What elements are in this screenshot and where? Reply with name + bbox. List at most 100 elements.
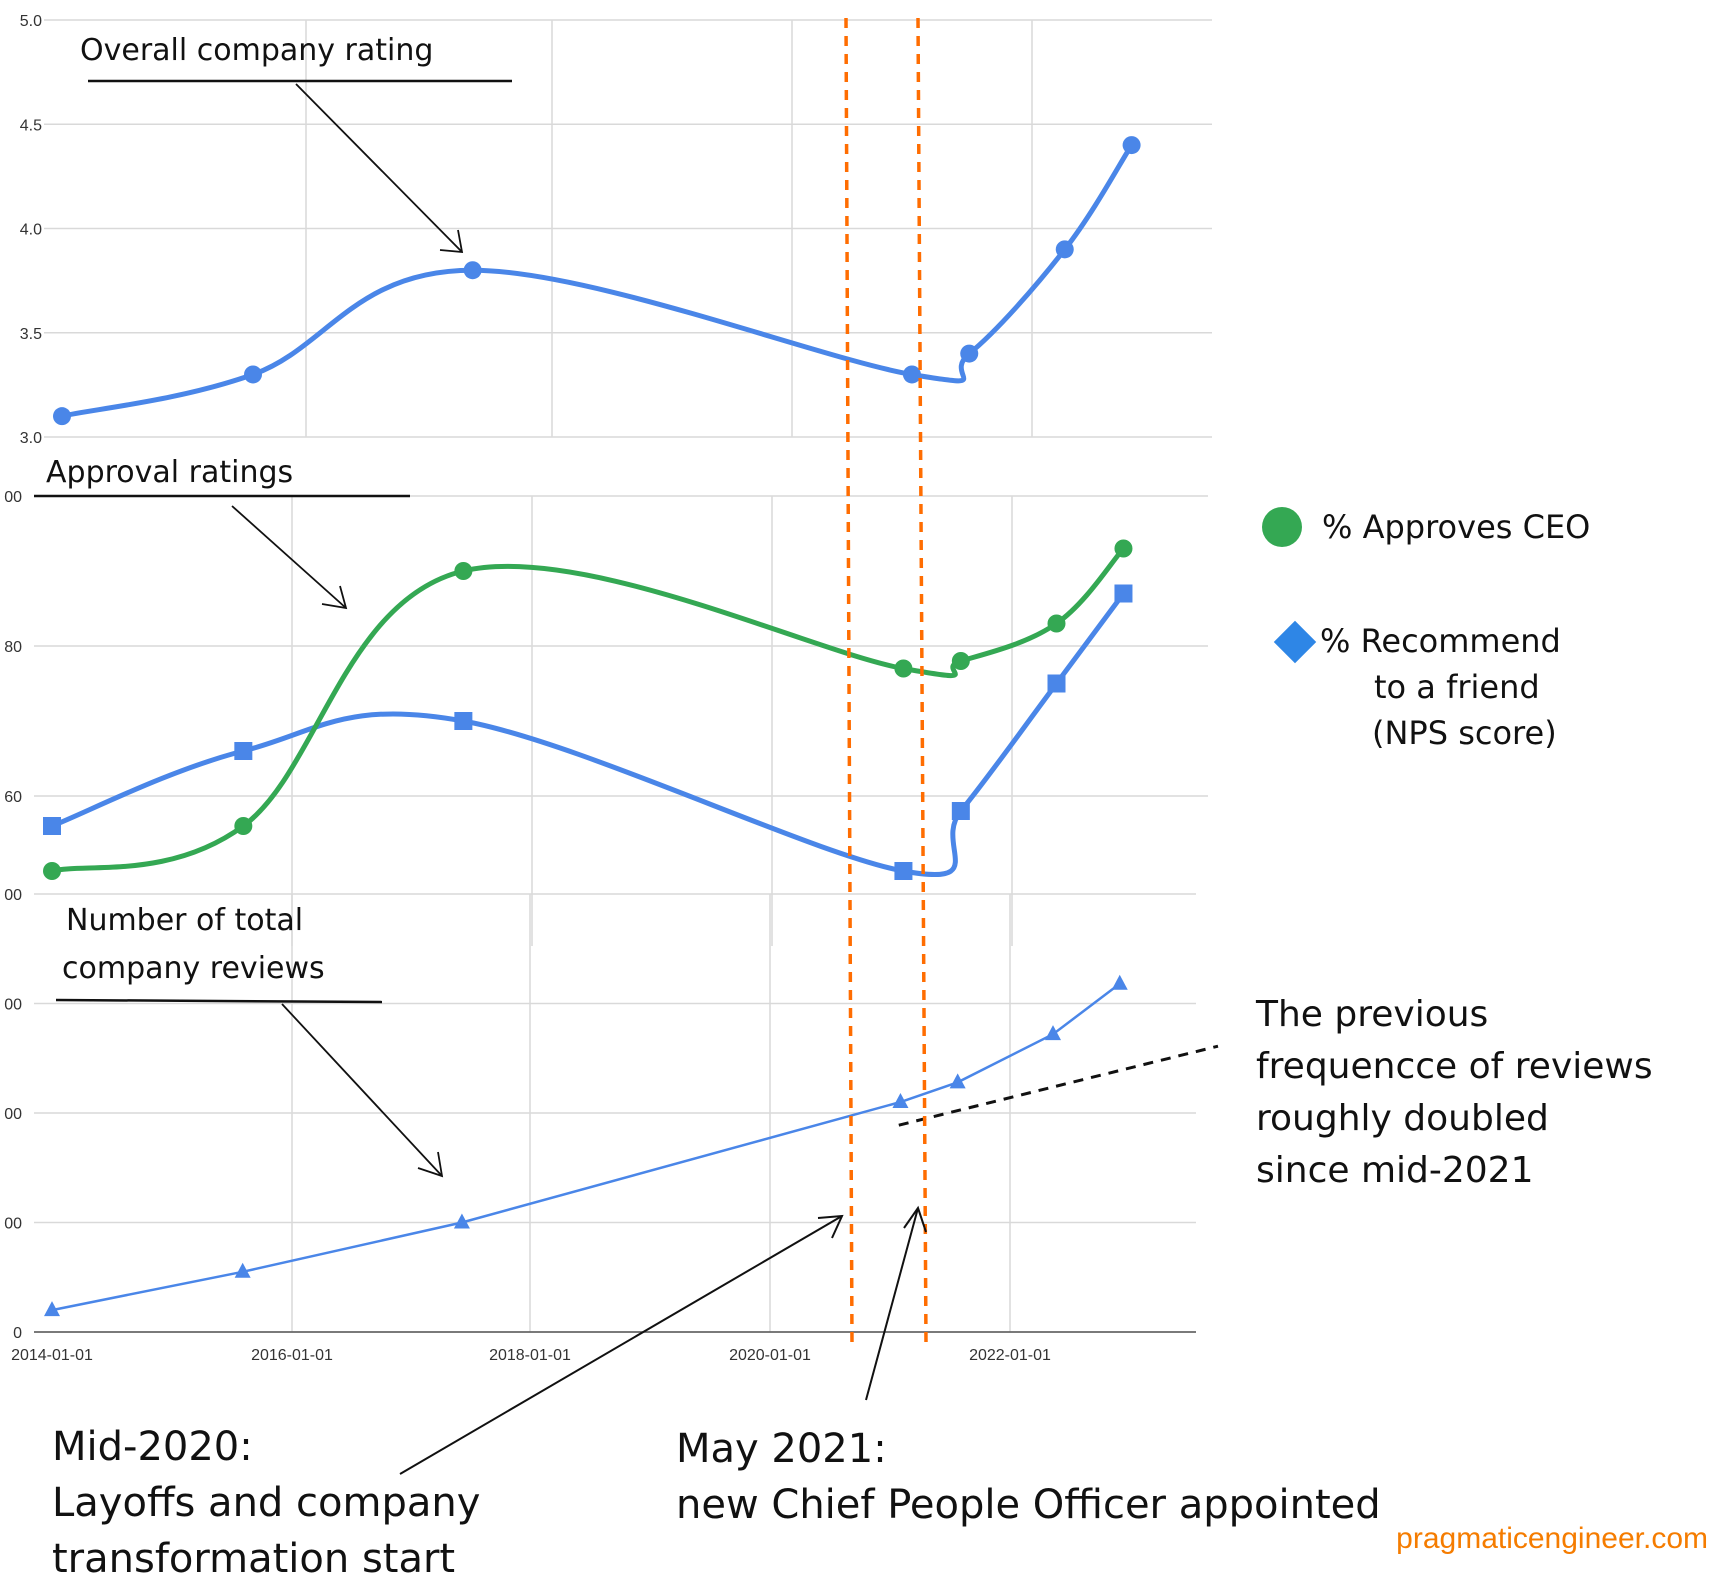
data-point: [894, 659, 913, 678]
data-point: [1045, 1025, 1061, 1041]
x-tick-label: 2016-01-01: [251, 1347, 333, 1364]
trend-note: The previous frequencce of reviews rough…: [1255, 994, 1653, 1191]
watermark: pragmaticengineer.com: [1396, 1522, 1708, 1555]
data-point: [53, 407, 71, 426]
x-tick-label: 2020-01-01: [729, 1347, 811, 1364]
overall-rating-title: Overall company rating: [80, 33, 433, 68]
data-point: [44, 1301, 60, 1317]
mid2020-line1: Mid-2020:: [52, 1424, 253, 1470]
legend-recommend-marker: [1273, 620, 1317, 664]
reviews-title-line2: company reviews: [62, 951, 325, 986]
data-point: [1047, 674, 1066, 693]
y-tick-label: 4.0: [20, 222, 42, 239]
reviews-grid: [34, 893, 1196, 1333]
reviews-arrow: [281, 1003, 443, 1177]
approval-arrowhead: [321, 585, 348, 610]
y-tick-label: 3.5: [20, 326, 42, 343]
event-line: [844, 17, 854, 1345]
data-point: [1114, 584, 1133, 603]
reviews-series: [44, 974, 1219, 1317]
y-tick-label: 00: [4, 489, 22, 506]
data-point: [949, 1073, 966, 1089]
annotation-mid2020: Mid-2020: Layoffs and company transforma…: [52, 1214, 844, 1576]
reviews-title-line1: Number of total: [66, 903, 303, 938]
may2021-arrow: [865, 1207, 919, 1401]
annotation-approval: Approval ratings: [34, 455, 410, 610]
y-tick-label: 00: [4, 1216, 22, 1233]
series-line: [49, 546, 1126, 874]
data-point: [43, 862, 61, 880]
overall-rating-grid: [44, 19, 1212, 438]
y-tick-label: 3.0: [20, 430, 42, 447]
legend: % Approves CEO % Recommend to a friend (…: [1262, 507, 1590, 752]
approval-grid: [34, 495, 1208, 946]
approval-arrow: [231, 505, 347, 609]
data-point: [1047, 614, 1066, 633]
legend-recommend-line3: (NPS score): [1372, 714, 1557, 752]
data-point: [894, 862, 913, 880]
y-tick-label: 0: [13, 1325, 22, 1342]
legend-recommend-line2: to a friend: [1374, 668, 1540, 706]
annotation-overall: Overall company rating: [80, 33, 512, 254]
x-tick-label: 2022-01-01: [969, 1347, 1051, 1364]
may2021-line2: new Chief People Officer appointed: [676, 1482, 1381, 1528]
trend-note-line1: The previous: [1255, 994, 1488, 1035]
approval-title: Approval ratings: [46, 455, 293, 490]
data-point: [234, 817, 253, 835]
data-point: [454, 712, 473, 730]
data-point: [1111, 974, 1128, 990]
trend-note-line4: since mid-2021: [1256, 1150, 1534, 1191]
legend-ceo-marker: [1262, 507, 1302, 547]
data-point: [1055, 240, 1074, 259]
overall-rating-arrowhead: [439, 229, 464, 254]
approval-y-ticks: 60 80 00: [4, 489, 22, 806]
x-tick-label: 2014-01-01: [11, 1347, 93, 1364]
y-tick-label: 00: [4, 997, 22, 1014]
data-point: [454, 562, 473, 580]
overall-rating-series: [53, 136, 1141, 426]
legend-ceo-label: % Approves CEO: [1322, 508, 1590, 546]
y-tick-label: 00: [4, 887, 22, 904]
series-line: [50, 982, 1121, 1312]
data-point: [951, 652, 970, 670]
y-tick-label: 60: [4, 789, 22, 806]
data-point: [951, 802, 970, 820]
trend-note-line3: roughly doubled: [1256, 1098, 1549, 1139]
data-point: [43, 817, 61, 835]
data-point: [244, 365, 262, 384]
data-point: [902, 365, 921, 384]
y-tick-label: 80: [4, 639, 22, 656]
mid2020-arrow: [399, 1215, 843, 1475]
data-point: [1122, 136, 1141, 155]
x-tick-label: 2018-01-01: [489, 1347, 571, 1364]
overall-rating-y-ticks: 3.0 3.5 4.0 4.5 5.0: [20, 13, 42, 447]
may2021-line1: May 2021:: [676, 1426, 887, 1472]
annotation-may2021: May 2021: new Chief People Officer appoi…: [676, 1205, 1381, 1528]
trend-note-line2: frequencce of reviews: [1256, 1046, 1653, 1087]
event-line: [916, 17, 928, 1345]
y-tick-label: 5.0: [20, 13, 42, 30]
reviews-underline: [55, 998, 383, 1004]
approval-series: [43, 539, 1133, 880]
data-point: [453, 1213, 470, 1229]
annotation-reviews: Number of total company reviews: [55, 903, 444, 1178]
data-point: [463, 261, 482, 280]
data-point: [1114, 539, 1133, 558]
y-tick-label: 4.5: [20, 117, 42, 134]
y-tick-label: 00: [4, 1106, 22, 1123]
data-point: [234, 742, 253, 760]
data-point: [960, 344, 979, 363]
series-line: [59, 142, 1135, 419]
overall-rating-arrow: [295, 83, 463, 253]
series-line: [49, 591, 1126, 878]
x-axis-ticks: 2014-01-01 2016-01-01 2018-01-01 2020-01-01…: [11, 1347, 1051, 1364]
previous-trend-line: [898, 1044, 1219, 1127]
mid2020-line2: Layoffs and company: [52, 1480, 480, 1526]
data-point: [234, 1262, 251, 1278]
may2021-arrowhead: [903, 1205, 927, 1233]
reviews-arrowhead: [417, 1151, 444, 1178]
mid2020-arrowhead: [817, 1214, 844, 1239]
data-point: [892, 1093, 909, 1109]
